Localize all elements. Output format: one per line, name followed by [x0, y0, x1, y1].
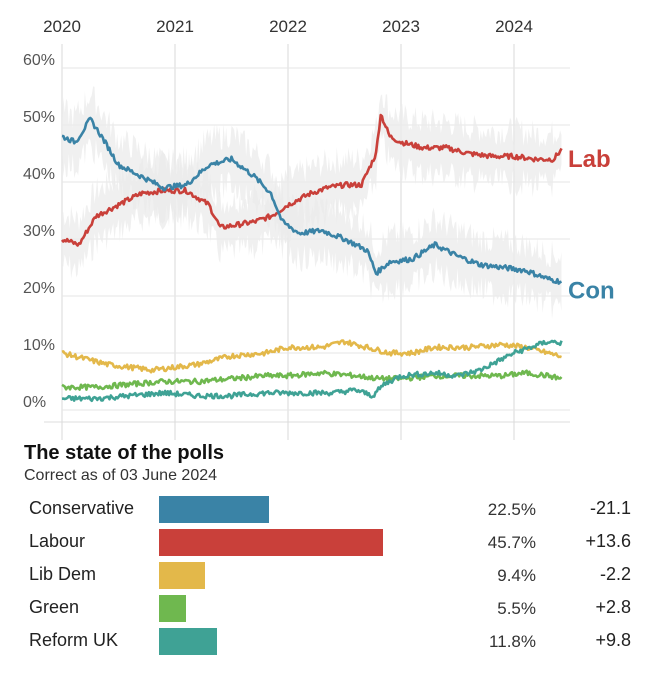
party-bar	[159, 628, 217, 655]
year-label: 2024	[495, 17, 533, 36]
party-row: Labour 45.7% +13.6	[24, 527, 644, 560]
y-tick-label: 40%	[23, 166, 55, 183]
party-change: -21.1	[589, 498, 631, 518]
party-row: Lib Dem 9.4% -2.2	[24, 560, 644, 593]
y-tick-label: 60%	[23, 52, 55, 69]
year-label: 2022	[269, 17, 307, 36]
axis-labels: 60% 50% 40% 30% 20% 10% 0% 2020 2021 2022 2023 2024…	[23, 17, 615, 411]
range-band	[62, 86, 562, 320]
series-line-lab	[60, 113, 563, 247]
party-share: 11.8%	[489, 632, 536, 651]
party-bar	[159, 562, 206, 589]
series-label-lab: Lab	[568, 146, 611, 173]
poll-tracker-chart: 60% 50% 40% 30% 20% 10% 0% 2020 2021 2022 2023 2024…	[23, 17, 615, 440]
party-name: Conservative	[29, 498, 135, 518]
party-row: Conservative 22.5% -21.1	[24, 494, 644, 527]
y-tick-label: 30%	[23, 223, 55, 240]
series-lines	[60, 113, 563, 403]
y-tick-label: 10%	[23, 337, 55, 354]
party-change: +13.6	[585, 531, 631, 551]
party-row: Reform UK 11.8% +9.8	[24, 626, 644, 659]
party-bar	[159, 595, 186, 622]
party-share: 22.5%	[487, 500, 536, 519]
party-name: Green	[29, 597, 80, 617]
year-label: 2021	[156, 17, 194, 36]
party-bar	[159, 529, 383, 556]
series-line-con	[61, 116, 563, 285]
party-bar	[159, 496, 270, 523]
y-tick-label: 50%	[23, 109, 55, 126]
summary-rows: Conservative 22.5% -21.1 Labour 45.7% +13.6 Li…	[24, 494, 644, 659]
summary-subtitle: Correct as of 03 June 2024	[24, 467, 218, 484]
range-band	[62, 94, 562, 279]
party-name: Labour	[29, 531, 86, 551]
y-tick-label: 0%	[23, 394, 46, 411]
summary-title: The state of the polls	[24, 442, 225, 464]
party-change: -2.2	[599, 564, 631, 584]
poll-ranges	[62, 86, 562, 320]
party-share: 45.7%	[487, 533, 536, 552]
polls-summary: The state of the polls Correct as of 03 …	[24, 440, 644, 659]
party-row: Green 5.5% +2.8	[24, 593, 644, 626]
series-label-con: Con	[568, 277, 615, 304]
party-name: Lib Dem	[29, 564, 97, 584]
series-line-reform-uk	[61, 339, 563, 403]
series-line-lib-dem	[61, 339, 562, 374]
year-label: 2020	[43, 17, 81, 36]
series-line-green	[61, 369, 563, 391]
y-tick-label: 20%	[23, 280, 55, 297]
party-change: +9.8	[595, 630, 631, 650]
year-label: 2023	[382, 17, 420, 36]
party-name: Reform UK	[29, 630, 119, 650]
party-share: 9.4%	[497, 566, 536, 585]
party-share: 5.5%	[497, 599, 536, 618]
party-change: +2.8	[595, 597, 631, 617]
